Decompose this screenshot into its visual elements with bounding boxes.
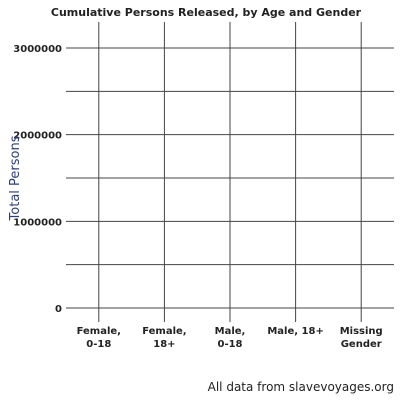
x-tick-label: Male, 0-18 xyxy=(215,326,246,350)
y-axis-ticks: 0 1000000 2000000 3000000 xyxy=(13,44,62,315)
y-tick-label: 3000000 xyxy=(13,44,62,55)
x-tick-label: Missing Gender xyxy=(340,326,383,350)
y-tick-label: 1000000 xyxy=(13,217,62,228)
x-axis-ticks: Female, 0-18 Female, 18+ Male, 0-18 Male, 18+ M… xyxy=(77,326,383,350)
caption: All data from slavevoyages.org xyxy=(208,380,394,394)
x-tick-label: Male, 18+ xyxy=(267,326,323,337)
chart-title: Cumulative Persons Released, by Age and … xyxy=(51,6,362,19)
x-tick-label: Female, 18+ xyxy=(142,326,186,350)
y-tick-label: 2000000 xyxy=(13,131,62,142)
y-axis-label: Total Persons xyxy=(8,135,23,221)
x-tick-label: Female, 0-18 xyxy=(77,326,121,350)
grid xyxy=(66,22,394,322)
y-tick-label: 0 xyxy=(55,304,62,315)
